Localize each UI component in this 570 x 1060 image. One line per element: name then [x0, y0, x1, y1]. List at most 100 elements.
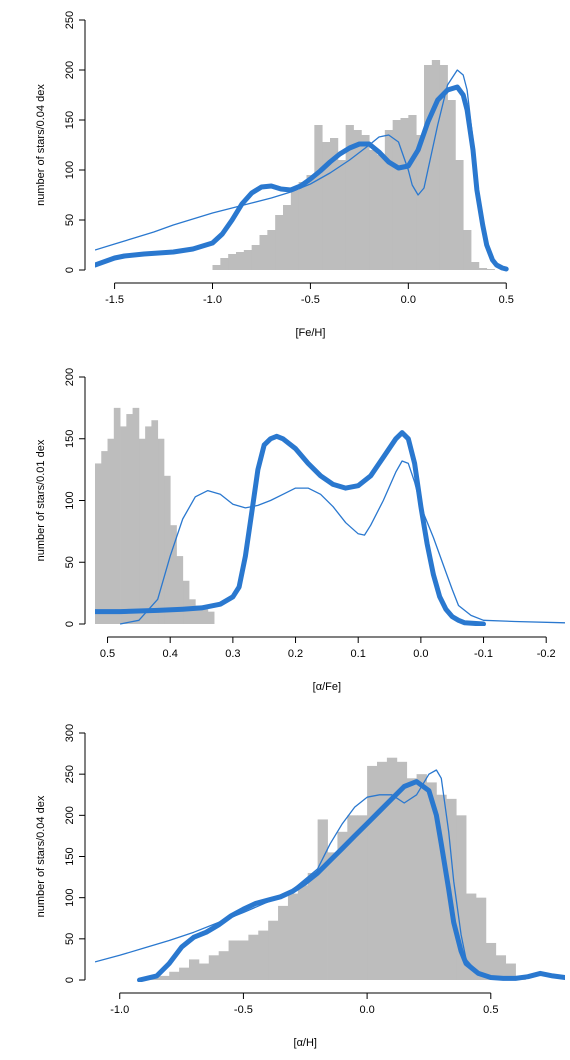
histogram-bar — [95, 481, 96, 624]
y-tick-label: 200 — [64, 61, 76, 79]
histogram-bar — [7, 451, 14, 624]
histogram-bar — [20, 433, 27, 624]
histogram-bar — [26, 445, 33, 624]
histogram-bar — [182, 580, 190, 624]
thin-density-curve — [119, 460, 565, 625]
histogram-bar — [317, 819, 328, 980]
histogram-bar — [238, 940, 249, 980]
histogram-bar — [367, 765, 378, 980]
x-tick-label: 0.1 — [351, 648, 366, 660]
histogram-bar — [163, 475, 171, 624]
y-tick-label: 150 — [64, 430, 76, 448]
histogram-bar — [101, 451, 108, 624]
histogram-bar — [278, 905, 289, 980]
x-axis-label: [α/Fe] — [313, 681, 341, 693]
x-tick-label: 0.4 — [163, 648, 178, 660]
histogram-bar — [76, 488, 83, 624]
histogram-bar — [248, 934, 259, 980]
thick-density-curve — [95, 84, 509, 272]
histogram-bar — [151, 420, 159, 624]
y-tick-label: 100 — [64, 888, 76, 906]
histogram-bar — [377, 761, 388, 980]
y-axis-label: number of stars/0.01 dex — [35, 439, 47, 561]
y-tick-label: 50 — [64, 556, 76, 568]
x-tick-label: -0.1 — [474, 648, 493, 660]
y-tick-label: 150 — [64, 847, 76, 865]
histogram-bar — [57, 445, 64, 624]
y-tick-label: 150 — [64, 111, 76, 129]
y-tick-label: 200 — [64, 368, 76, 386]
histogram-bar — [298, 182, 307, 270]
histogram-bar — [251, 245, 260, 270]
histogram-bar — [132, 407, 140, 624]
histogram-bar — [0, 488, 1, 624]
x-tick-label: 0.5 — [100, 648, 115, 660]
histogram-bar — [170, 525, 177, 624]
histogram-bar — [446, 798, 457, 980]
x-tick-label: 0.5 — [499, 294, 514, 306]
histogram-bar — [290, 190, 300, 270]
histogram-bar — [64, 463, 71, 624]
histogram-bar — [306, 175, 315, 270]
histogram-bar — [426, 782, 437, 980]
y-tick-label: 0 — [64, 267, 76, 273]
chart-panel-3: 0 50 100 150 200 250 300 number of stars/0.04 d… — [35, 724, 565, 1049]
histogram-bar — [258, 930, 269, 980]
histogram-bar — [14, 439, 21, 624]
x-tick-label: 0.5 — [483, 1004, 498, 1016]
histogram-bar — [447, 100, 456, 270]
x-tick-label: 0.3 — [225, 648, 240, 660]
chart-panel-2: 0 50 100 150 200 number of stars/0.01 dex 0.5 0… — [0, 368, 565, 693]
histogram-bar — [357, 815, 368, 980]
histogram-bar — [236, 252, 245, 270]
x-tick-label: -0.5 — [301, 294, 320, 306]
plot-area — [0, 407, 565, 626]
histogram-bar — [189, 959, 200, 980]
histogram-bar — [268, 920, 279, 980]
x-axis-label: [α/H] — [294, 1037, 317, 1049]
histogram-bar — [113, 407, 121, 624]
histogram-bar — [228, 940, 239, 980]
histogram-bar — [436, 794, 447, 980]
x-tick-label: -1.5 — [105, 294, 124, 306]
histogram-bar — [212, 265, 221, 270]
histogram-bar — [416, 774, 427, 980]
histogram-bar — [337, 160, 347, 270]
histogram-bar — [138, 438, 146, 624]
histogram-bar — [207, 611, 215, 624]
histogram-bar — [439, 65, 448, 270]
histogram-bar — [120, 426, 127, 624]
histogram-bar — [259, 235, 268, 270]
histogram-bar — [157, 438, 165, 624]
histogram-bar — [189, 599, 196, 624]
chart-panel-1: 0 50 100 150 200 250 number of stars/0.04 dex -… — [35, 11, 514, 339]
histogram-bar — [1, 476, 8, 624]
histogram-bar — [176, 556, 184, 624]
y-tick-label: 100 — [64, 161, 76, 179]
thick-density-curve — [95, 430, 486, 626]
histogram-bar — [456, 815, 467, 980]
x-tick-label: 0.0 — [401, 294, 416, 306]
plot-area — [95, 60, 509, 272]
histogram-bar — [384, 130, 394, 270]
histogram-bar — [243, 250, 253, 270]
histogram-bar — [287, 893, 299, 980]
y-tick-label: 200 — [64, 806, 76, 824]
histogram-bar — [392, 120, 401, 270]
histogram-bar — [201, 609, 209, 624]
histogram-bar — [195, 605, 202, 624]
histogram-bar — [361, 135, 370, 270]
histogram-bar — [396, 761, 408, 980]
thin-density-curve — [95, 69, 507, 270]
histogram-bar — [314, 125, 323, 270]
y-tick-label: 0 — [64, 621, 76, 627]
y-tick-label: 100 — [64, 491, 76, 509]
histogram-bar — [159, 975, 170, 980]
histogram-bar — [495, 955, 507, 980]
histogram-bar — [107, 438, 115, 624]
histogram-bar — [475, 897, 487, 980]
histogram-bar — [406, 778, 417, 980]
histogram-bar — [408, 115, 417, 270]
histogram-bar — [377, 155, 386, 270]
histogram-bar — [126, 414, 133, 624]
